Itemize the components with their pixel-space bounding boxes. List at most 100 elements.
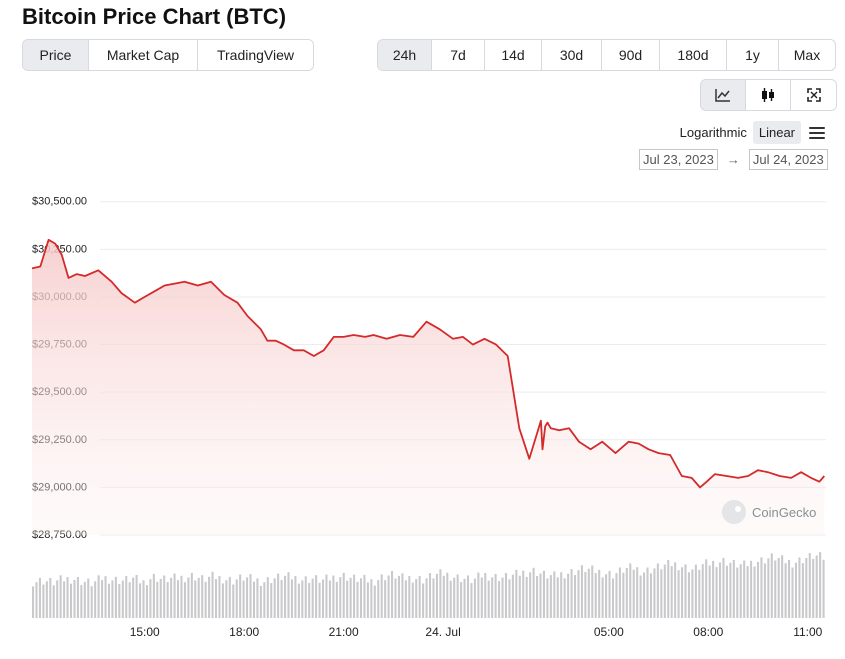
volume-bar — [225, 580, 228, 618]
volume-bar — [294, 576, 297, 618]
volume-bar — [187, 577, 190, 618]
volume-bar — [411, 582, 414, 618]
volume-bar — [487, 580, 490, 618]
fullscreen-button[interactable] — [791, 80, 836, 110]
volume-bar — [553, 571, 556, 618]
volume-bar — [822, 559, 825, 618]
volume-bar — [484, 573, 487, 618]
x-tick-label: 24. Jul — [425, 625, 460, 639]
volume-bar — [107, 583, 111, 618]
volume-bar — [753, 566, 756, 618]
volume-bar — [687, 572, 690, 618]
volume-bar — [808, 553, 811, 618]
volume-bar — [570, 569, 573, 618]
volume-bar — [128, 582, 131, 618]
volume-bar — [625, 568, 628, 618]
volume-bar — [342, 572, 345, 618]
volume-bar — [190, 572, 193, 618]
volume-bar — [76, 577, 79, 618]
volume-bar — [290, 579, 293, 618]
volume-bar — [391, 570, 394, 618]
volume-bar — [812, 558, 815, 618]
x-tick-label: 05:00 — [594, 625, 624, 639]
volume-bar — [663, 564, 666, 618]
tab-market-cap[interactable]: Market Cap — [89, 40, 198, 70]
volume-bar — [560, 572, 563, 618]
tab-price[interactable]: Price — [23, 40, 89, 70]
volume-bar — [408, 576, 411, 618]
scale-toggle: Logarithmic Linear — [674, 121, 825, 144]
volume-bar — [328, 580, 331, 618]
linear-option[interactable]: Linear — [752, 121, 801, 144]
chart-type-selector — [700, 79, 837, 111]
volume-bar — [429, 573, 432, 618]
volume-bar — [460, 582, 463, 618]
range-1y-button[interactable]: 1y — [727, 40, 779, 70]
range-14d-button[interactable]: 14d — [485, 40, 542, 70]
volume-bar — [132, 577, 135, 618]
volume-bar — [353, 574, 356, 618]
date-to-input[interactable]: Jul 24, 2023 — [748, 149, 828, 170]
volume-bar — [32, 586, 35, 618]
volume-bar — [446, 572, 449, 618]
volume-bar — [346, 580, 349, 618]
volume-bar — [218, 575, 221, 618]
price-area — [32, 239, 825, 536]
volume-bar — [788, 559, 791, 618]
range-90d-button[interactable]: 90d — [602, 40, 660, 70]
volume-bar — [781, 555, 784, 618]
volume-bar — [715, 567, 718, 618]
volume-bar — [763, 563, 766, 618]
volume-bar — [239, 574, 242, 618]
volume-bar — [87, 578, 90, 618]
watermark-text: CoinGecko — [752, 505, 816, 520]
fullscreen-icon — [806, 88, 821, 102]
volume-bar — [159, 578, 162, 618]
volume-bar — [73, 580, 76, 618]
candlestick-button[interactable] — [746, 80, 791, 110]
volume-bar — [104, 576, 107, 618]
volume-bar — [670, 566, 673, 618]
volume-bar — [608, 570, 611, 618]
volume-bar — [491, 577, 494, 618]
line-chart-button[interactable] — [701, 80, 746, 110]
volume-bar — [52, 585, 55, 618]
volume-bar — [681, 567, 684, 618]
volume-bar — [315, 575, 318, 618]
volume-bar — [252, 581, 256, 618]
volume-bar — [208, 576, 211, 618]
volume-bar — [404, 580, 407, 618]
volume-bar — [605, 574, 608, 618]
range-7d-button[interactable]: 7d — [432, 40, 485, 70]
range-max-button[interactable]: Max — [779, 40, 835, 70]
volume-bar — [246, 577, 249, 618]
x-tick-label: 08:00 — [693, 625, 723, 639]
volume-bar — [101, 580, 104, 618]
volume-bar — [180, 575, 183, 618]
range-180d-button[interactable]: 180d — [660, 40, 727, 70]
volume-bar — [394, 578, 397, 618]
volume-bar — [318, 582, 321, 618]
volume-bar — [163, 575, 166, 618]
range-30d-button[interactable]: 30d — [542, 40, 602, 70]
volume-bar — [698, 569, 701, 618]
volume-bar — [194, 580, 197, 618]
volume-bar — [712, 560, 715, 618]
range-24h-button[interactable]: 24h — [378, 40, 432, 70]
volume-bar — [38, 577, 41, 618]
date-from-input[interactable]: Jul 23, 2023 — [639, 149, 718, 170]
volume-bar — [770, 553, 773, 618]
volume-bar — [232, 584, 235, 618]
volume-bar — [774, 560, 777, 618]
volume-bar — [660, 569, 663, 618]
volume-bar — [598, 569, 601, 618]
volume-bar — [629, 563, 632, 618]
volume-bar — [563, 578, 566, 618]
volume-bar — [701, 564, 704, 618]
volume-bar — [694, 564, 697, 618]
tab-tradingview[interactable]: TradingView — [198, 40, 313, 70]
logarithmic-option[interactable]: Logarithmic — [679, 125, 747, 140]
hamburger-menu-icon[interactable] — [809, 126, 825, 139]
volume-bar — [494, 573, 497, 618]
